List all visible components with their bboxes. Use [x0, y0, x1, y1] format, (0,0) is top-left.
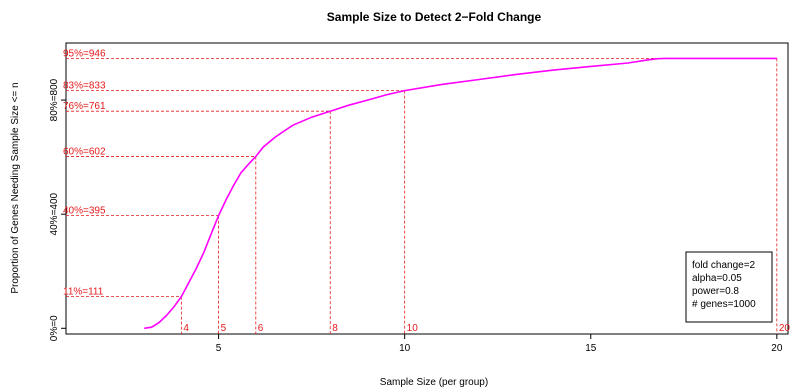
legend-line-alpha: alpha=0.05 [692, 273, 742, 284]
y-tick-label: 40%=400 [49, 192, 60, 235]
reference-y-label: 95%=946 [63, 48, 106, 59]
reference-lines: 11%=111 4 40%=395 5 60%=602 6 76%=761 8 83%=833 1… [63, 48, 790, 334]
x-tick-label: 5 [216, 343, 222, 354]
plot-area [65, 42, 789, 335]
y-axis: 0%=0 40%=400 80%=800 [49, 78, 66, 341]
reference-y-label: 83%=833 [63, 81, 106, 92]
legend: fold change=2 alpha=0.05 power=0.8 # gen… [685, 251, 773, 323]
reference-x-label: 20 [779, 323, 791, 334]
legend-line-genes: # genes=1000 [692, 299, 756, 310]
y-axis-label: Proportion of Genes Needing Sample Size … [10, 82, 21, 293]
reference-x-label: 6 [258, 323, 264, 334]
series-layer [144, 57, 777, 330]
series-line [144, 57, 777, 330]
x-axis-label: Sample Size (per group) [380, 377, 488, 388]
reference-y-label: 76%=761 [63, 101, 106, 112]
legend-line-power: power=0.8 [692, 286, 739, 297]
reference-y-label: 60%=602 [63, 147, 106, 158]
chart-title: Sample Size to Detect 2−Fold Change [327, 10, 542, 24]
reference-y-label: 40%=395 [63, 206, 106, 217]
reference-y-label: 11%=111 [63, 287, 104, 298]
x-axis: 5 10 15 20 [216, 334, 783, 354]
y-tick-label: 0%=0 [49, 315, 60, 341]
reference-x-label: 10 [407, 323, 419, 334]
x-tick-label: 10 [399, 343, 411, 354]
legend-box [685, 251, 773, 323]
reference-x-label: 8 [332, 323, 338, 334]
x-tick-label: 20 [771, 343, 783, 354]
reference-x-label: 4 [183, 323, 189, 334]
y-tick-label: 80%=800 [49, 78, 60, 121]
legend-line-fold-change: fold change=2 [692, 260, 756, 271]
x-tick-label: 15 [585, 343, 597, 354]
reference-x-label: 5 [221, 323, 227, 334]
